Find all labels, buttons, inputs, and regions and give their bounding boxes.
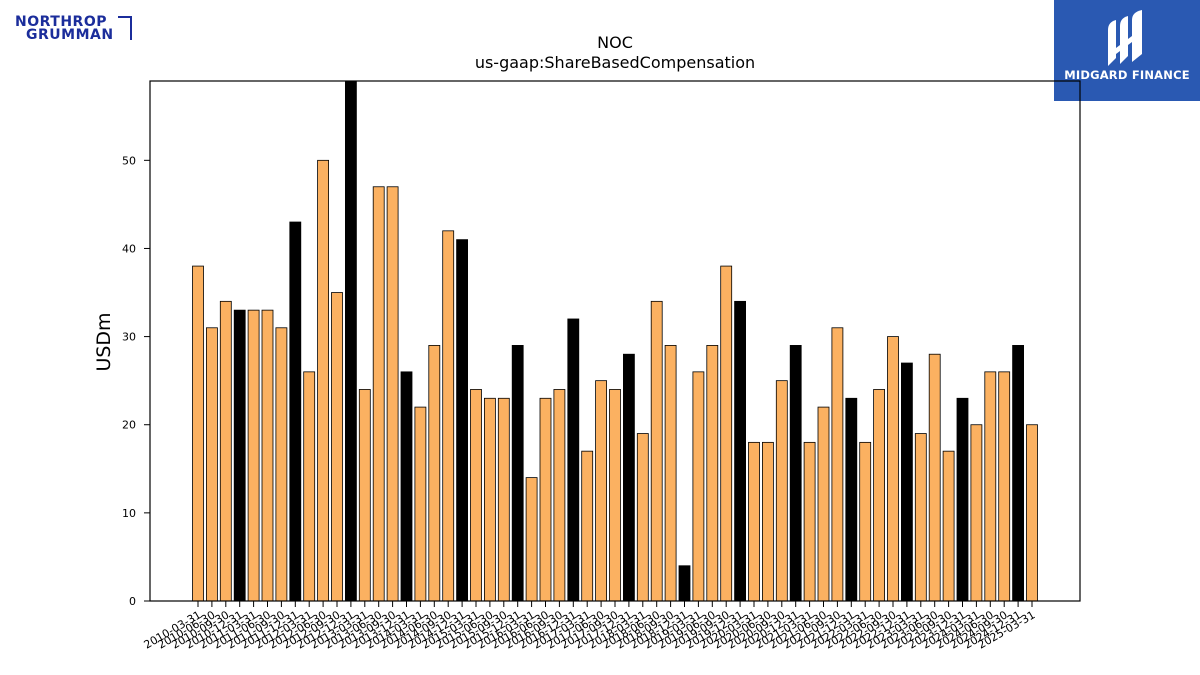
bar-2021-09-30	[831, 327, 844, 602]
bar-2024-09-30	[998, 371, 1011, 602]
bar-2013-09-30	[386, 186, 399, 602]
bar-2010-09-30	[219, 300, 232, 602]
y-tick-label: 10	[122, 507, 136, 520]
bar-2024-03-31	[970, 424, 983, 602]
bar-2016-06-30	[539, 397, 552, 602]
bar-2023-12-31	[956, 397, 969, 602]
bar-2011-12-31	[289, 221, 302, 602]
bar-2012-06-30	[317, 159, 330, 602]
bar-2018-03-31	[636, 433, 649, 602]
bar-2023-06-30	[928, 353, 941, 602]
bar-2012-12-31	[344, 80, 357, 602]
bar-2018-09-30	[664, 345, 677, 602]
bar-2018-12-31	[678, 565, 691, 602]
bar-2018-06-30	[650, 300, 663, 602]
y-axis: 0 10 20 30 40 50	[122, 154, 150, 608]
bar-2024-06-30	[984, 371, 997, 602]
bar-2012-09-30	[331, 292, 343, 602]
bar-2022-03-31	[859, 441, 872, 602]
bar-2017-12-31	[623, 353, 635, 602]
chart-subtitle: us-gaap:ShareBasedCompensation	[475, 53, 755, 72]
bar-2010-12-31	[233, 309, 246, 602]
bar-2022-06-30	[873, 389, 885, 602]
bar-2014-06-30	[428, 345, 441, 602]
bar-2023-03-31	[914, 433, 927, 602]
logo-text-line1: NORTHROP	[15, 14, 107, 30]
y-axis-label: USDm	[93, 312, 115, 371]
bar-2010-03-31	[192, 265, 204, 602]
bar-2013-03-31	[358, 389, 371, 602]
bar-2021-12-31	[845, 397, 858, 602]
midgard-finance-logo: MIDGARD FINANCE	[1054, 0, 1200, 101]
y-tick-label: 50	[122, 154, 136, 167]
bar-2020-09-30	[775, 380, 788, 602]
bar-2012-03-31	[303, 371, 316, 602]
bar-2023-09-30	[942, 450, 955, 602]
bar-2010-06-30	[205, 327, 218, 602]
bar-2017-03-31	[581, 450, 594, 602]
bar-2014-09-30	[442, 230, 455, 602]
bar-2011-03-31	[247, 309, 260, 602]
x-axis: 2010-03-312010-06-302010-09-302010-12-31…	[142, 601, 1038, 652]
chart-title: NOC	[597, 33, 633, 52]
y-tick-label: 30	[122, 331, 136, 344]
bar-2021-03-31	[803, 441, 816, 602]
bar-2016-03-31	[525, 477, 538, 602]
bar-2014-03-31	[414, 406, 427, 602]
bar-2015-12-31	[511, 345, 524, 602]
bar-2019-03-31	[692, 371, 705, 602]
bar-2013-06-30	[372, 186, 385, 602]
bars-group	[192, 80, 1038, 602]
bar-2019-06-30	[706, 345, 719, 602]
bar-2015-03-31	[470, 389, 482, 602]
logo-bracket-mark	[118, 16, 132, 40]
midgard-emblem-icon	[1108, 10, 1142, 66]
bar-2015-06-30	[483, 397, 496, 602]
logo-text-line2: GRUMMAN	[26, 27, 114, 43]
y-tick-label: 20	[122, 419, 136, 432]
bar-2013-12-31	[400, 371, 413, 602]
bar-2017-06-30	[595, 380, 607, 602]
bar-2020-06-30	[762, 441, 774, 602]
bar-2015-09-30	[497, 397, 510, 602]
plot-frame	[149, 80, 1081, 602]
bar-2014-12-31	[456, 239, 469, 602]
bar-2019-09-30	[720, 265, 733, 602]
bar-2024-12-31	[1012, 345, 1024, 602]
logo-brand-text: MIDGARD FINANCE	[1064, 68, 1190, 82]
y-tick-label: 40	[122, 242, 136, 255]
bar-2011-06-30	[261, 309, 274, 602]
bar-2016-09-30	[553, 389, 566, 602]
bar-2021-06-30	[817, 406, 830, 602]
bar-2011-09-30	[275, 327, 288, 602]
bar-2017-09-30	[609, 389, 621, 602]
bar-2020-03-31	[748, 441, 760, 602]
y-tick-label: 0	[129, 595, 136, 608]
bar-2020-12-31	[789, 345, 802, 602]
bar-2025-03-31	[1026, 424, 1038, 602]
bar-2022-09-30	[887, 336, 899, 602]
bar-2019-12-31	[734, 300, 746, 602]
northrop-grumman-logo: NORTHROP GRUMMAN	[14, 14, 134, 44]
bar-2016-12-31	[567, 318, 580, 602]
bar-2022-12-31	[901, 362, 913, 602]
